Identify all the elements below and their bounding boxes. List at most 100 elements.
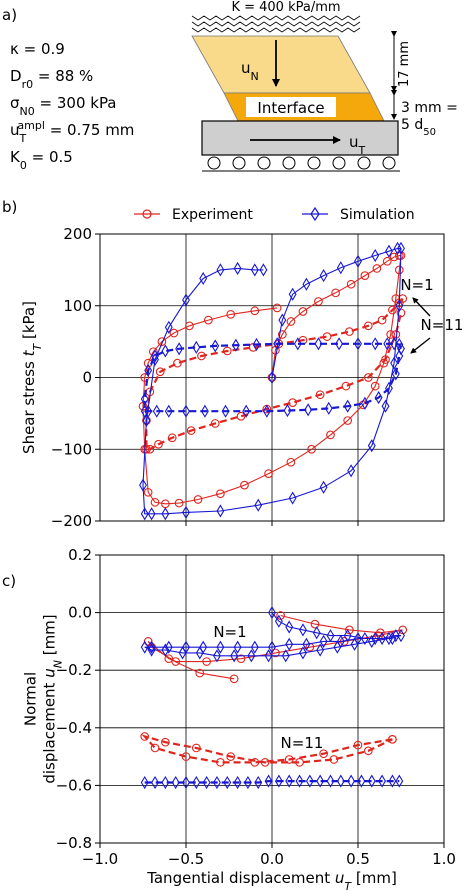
x-tick-label: −1.0 [82,850,118,868]
y-tick-label: −100 [51,440,92,458]
data-point-simulation [324,401,333,415]
data-point-simulation [152,404,161,418]
data-point-simulation [371,631,380,646]
steel-plate [201,120,399,156]
data-point-experiment [284,755,294,764]
data-point-simulation [268,370,276,385]
data-point-experiment [353,740,363,750]
data-point-simulation [283,403,292,418]
param-sigma-n0: σN0 = 300 kPa [10,94,117,118]
data-point-experiment [155,367,165,377]
data-point-experiment [164,654,174,664]
data-point-experiment [288,398,297,407]
data-point-experiment [204,315,213,325]
data-point-simulation [316,774,325,788]
data-point-simulation [319,634,328,648]
annotation-n11-c: N=11 [281,734,324,752]
data-point-simulation [378,774,387,788]
data-point-experiment [264,469,273,478]
data-point-simulation [247,649,256,663]
data-point-experiment [229,674,239,684]
x-tick-label: 1.0 [432,850,456,868]
data-point-simulation [213,649,221,663]
data-point-simulation [233,775,242,790]
roller [332,156,346,170]
data-point-simulation [274,774,283,788]
data-point-simulation [391,367,400,381]
data-point-simulation [319,269,328,283]
data-point-simulation [371,337,380,351]
param-kappa: κ = 0.9 [10,40,65,58]
data-point-simulation [216,263,225,277]
series-line-experiment-dashed [145,297,404,451]
data-point-simulation [343,629,352,643]
x-tick-label: 0.0 [260,850,284,868]
data-point-experiment [374,631,383,640]
data-point-simulation [385,631,393,646]
series-line-experiment-dashed [141,734,393,764]
data-point-simulation [171,775,180,790]
data-point-simulation [391,629,400,643]
data-point-experiment [310,619,320,629]
data-point-experiment [260,758,270,767]
data-point-simulation [395,774,404,788]
data-point-experiment [161,737,170,747]
data-point-experiment [191,743,201,753]
data-point-experiment [236,411,246,421]
data-point-simulation [243,775,252,790]
data-point-simulation [164,320,173,334]
data-point-experiment [272,303,282,313]
data-point-simulation [299,646,307,660]
data-point-simulation [343,399,352,413]
data-point-simulation [182,404,190,418]
data-point-simulation [199,640,208,654]
data-point-experiment [341,381,351,391]
rollers [207,156,396,170]
data-point-simulation [259,263,268,277]
data-point-simulation [354,337,362,351]
data-point-experiment [186,426,196,435]
data-point-experiment [386,330,396,339]
data-point-simulation [374,391,383,405]
data-point-simulation [278,313,287,327]
data-point-simulation [326,774,335,788]
data-point-experiment [150,497,160,507]
data-point-simulation [139,478,147,492]
annotations-c: N=1 N=11 [213,623,323,752]
data-point-simulation [316,643,325,657]
data-point-simulation [161,775,170,790]
data-point-simulation [151,775,159,790]
legend-simulation-label: Simulation [340,207,415,223]
data-point-simulation [223,775,232,790]
data-point-experiment [185,321,194,331]
series-b [138,241,408,521]
data-point-simulation [231,338,240,352]
data-point-simulation [295,774,304,788]
data-point-simulation [202,775,211,790]
data-point-simulation [302,277,311,291]
data-point-experiment [345,327,354,336]
data-point-simulation [144,363,153,377]
dim-top-label: 17 mm [397,41,412,87]
param-k0: K0 = 0.5 [10,148,73,172]
data-point-simulation [395,299,404,313]
data-point-simulation [144,404,153,418]
x-tick-label: 0.5 [346,850,370,868]
data-point-simulation [175,342,184,356]
annotation-arrow-lower [410,337,431,354]
data-point-experiment [150,743,160,753]
data-point-simulation [161,643,170,657]
data-point-experiment [277,330,287,339]
data-point-simulation [200,404,209,418]
data-point-experiment [363,321,373,331]
data-point-experiment [145,444,155,454]
data-point-simulation [385,381,393,395]
data-point-simulation [354,254,362,268]
data-point-simulation [285,637,294,651]
roller [207,156,221,170]
data-point-simulation [274,614,283,628]
data-point-simulation [140,507,149,521]
data-point-simulation [182,293,190,307]
data-point-simulation [211,339,220,353]
legend-simulation-marker [310,206,320,222]
